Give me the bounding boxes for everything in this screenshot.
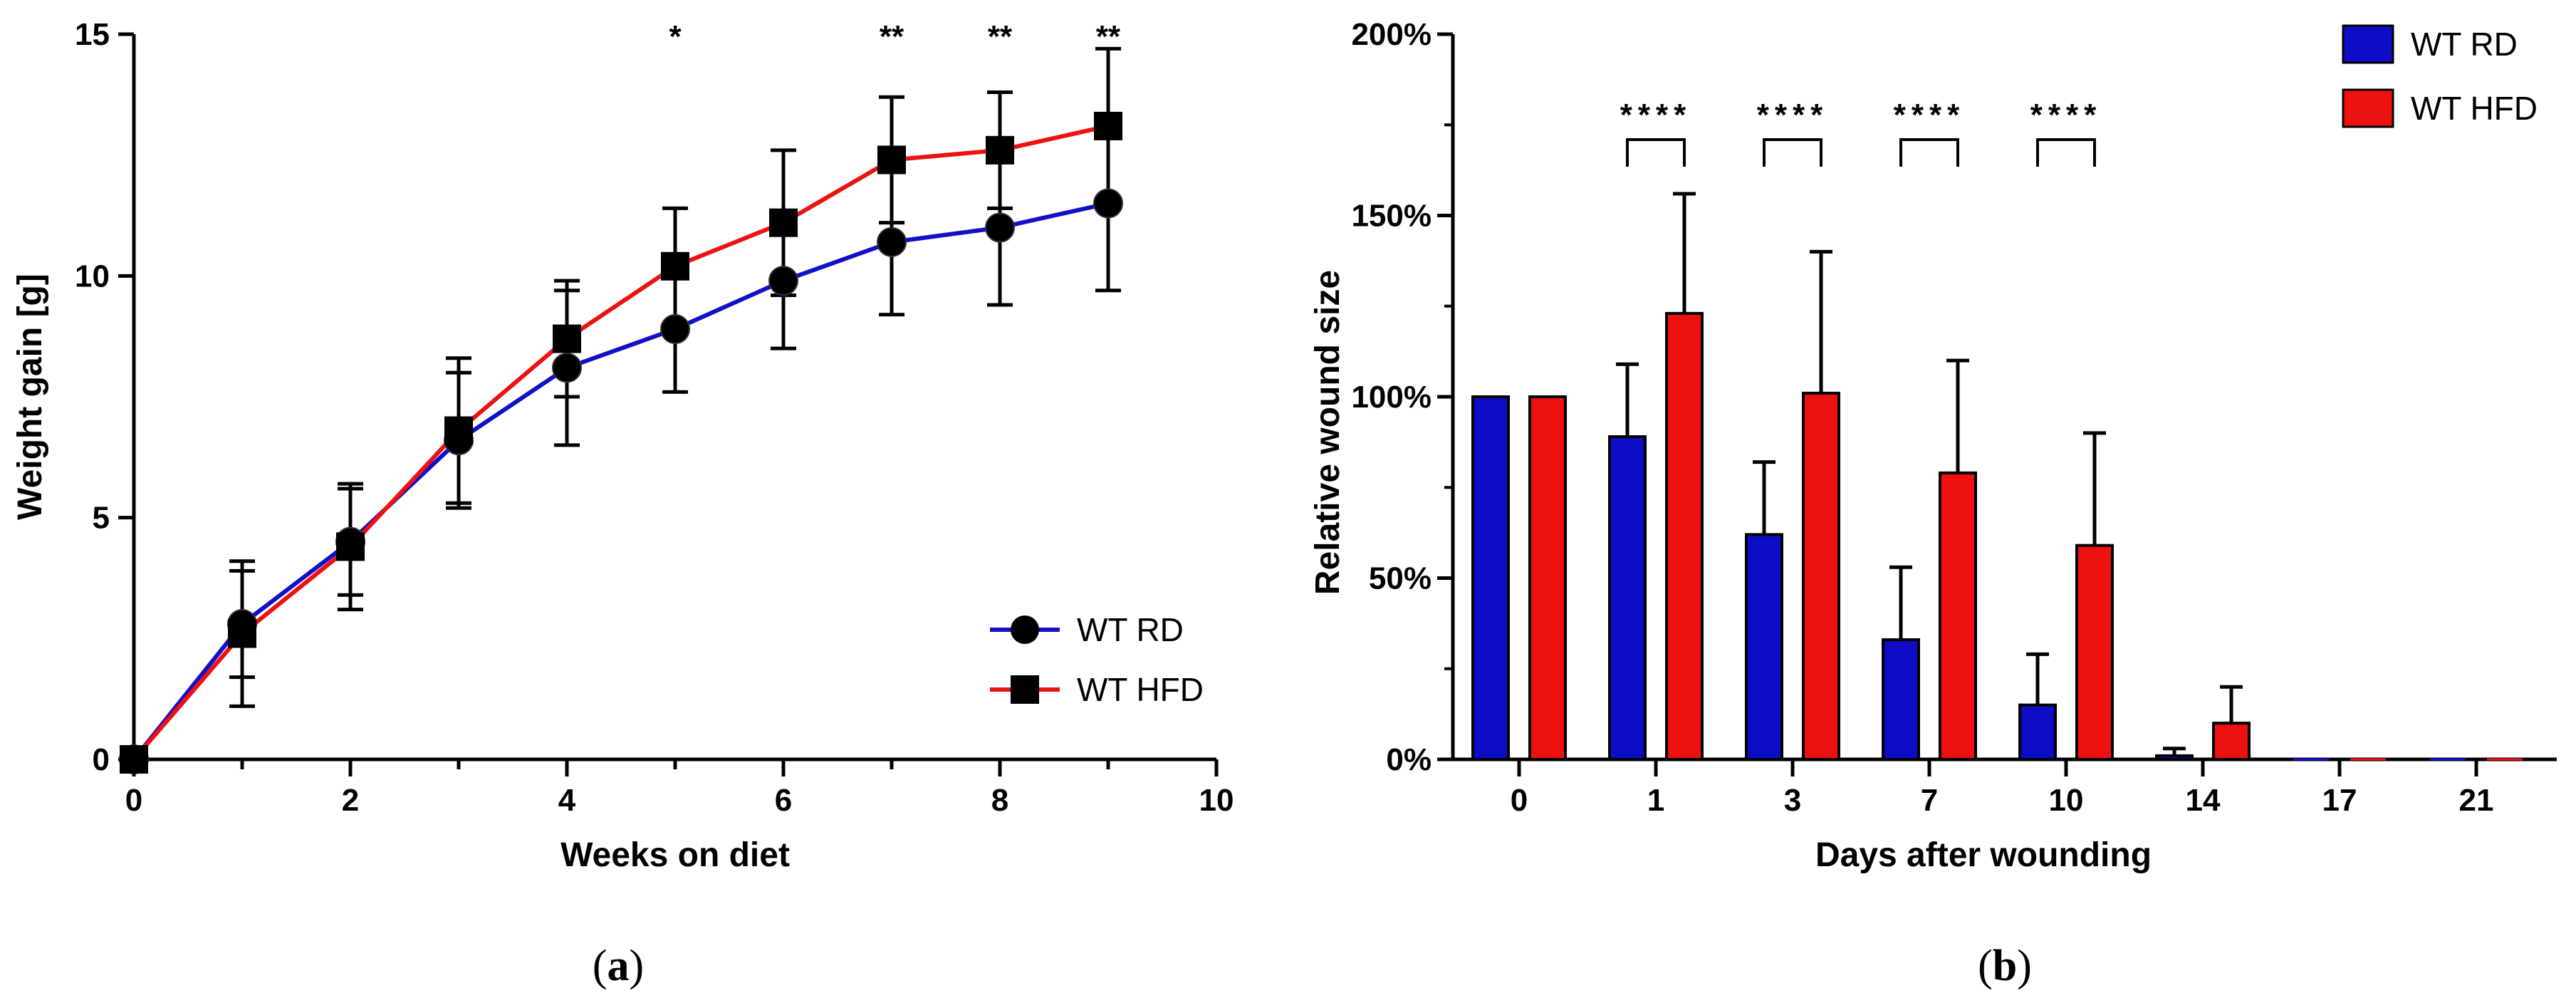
data-point (1094, 111, 1122, 140)
x-axis-label: Weeks on diet (560, 836, 790, 874)
x-tick-label: 10 (2049, 783, 2084, 818)
y-axis-label: Weight gain [g] (11, 274, 49, 520)
legend-label: WT HFD (2411, 90, 2538, 127)
panel-caption-b: (b) (1978, 942, 2032, 990)
significance-label: **** (1757, 98, 1829, 132)
data-point (985, 212, 1015, 243)
x-axis-label: Days after wounding (1815, 836, 2152, 874)
x-tick-label: 3 (1784, 783, 1801, 818)
x-tick-label: 14 (2186, 783, 2221, 818)
x-tick-label: 8 (991, 783, 1008, 818)
bar-wt-rd (1745, 533, 1783, 761)
panel-caption-a: (a) (593, 942, 644, 990)
data-point (120, 745, 148, 774)
bar-wt-rd (1882, 638, 1920, 762)
x-tick-label: 7 (1921, 783, 1938, 818)
x-tick-label: 4 (558, 783, 576, 818)
data-point (444, 416, 473, 445)
y-tick-label: 0% (1386, 742, 1432, 777)
bar-wt-rd (1608, 435, 1647, 761)
y-tick-label: 50% (1369, 561, 1432, 596)
x-tick-label: 10 (1199, 783, 1234, 818)
bar-wt-hfd (1665, 311, 1704, 761)
legend-label: WT HFD (1077, 671, 1204, 708)
legend-label: WT RD (2411, 26, 2518, 63)
significance-bracket (1763, 138, 1823, 167)
bar-wt-hfd (1939, 471, 1977, 761)
x-tick-label: 17 (2322, 783, 2357, 818)
x-tick-label: 2 (342, 783, 359, 818)
data-point (660, 313, 690, 344)
legend-marker (1011, 675, 1039, 704)
x-tick-label: 21 (2459, 783, 2494, 818)
series-line-wt-hfd (132, 124, 1109, 761)
data-point (228, 619, 256, 648)
significance-label: ** (1096, 19, 1121, 54)
x-tick-label: 0 (125, 783, 142, 818)
y-tick-label: 5 (93, 501, 110, 536)
legend-marker (1011, 615, 1039, 644)
data-point (1093, 188, 1123, 219)
bar-wt-rd (1471, 395, 1510, 761)
data-point (661, 251, 689, 281)
x-tick-label: 0 (1511, 783, 1528, 818)
y-tick-label: 150% (1351, 199, 1432, 234)
data-point (986, 135, 1014, 165)
y-tick-label: 15 (75, 17, 110, 52)
significance-label: **** (1620, 98, 1692, 132)
significance-bracket (2036, 138, 2096, 167)
significance-bracket (1626, 138, 1686, 167)
bar-wt-hfd (2075, 544, 2114, 761)
data-point (769, 208, 798, 237)
significance-bracket (1899, 138, 1959, 167)
series-line-wt-rd (132, 201, 1109, 761)
significance-label: **** (2030, 98, 2102, 132)
legend-swatch (2342, 24, 2394, 64)
data-point (877, 145, 906, 175)
y-tick-label: 100% (1351, 380, 1432, 415)
y-axis-label: Relative wound size (1309, 270, 1347, 595)
data-point (553, 324, 581, 353)
bar-wt-hfd (1528, 395, 1567, 761)
y-tick-label: 10 (75, 259, 110, 293)
legend-label: WT RD (1077, 611, 1184, 648)
significance-label: ** (880, 19, 904, 54)
significance-label: * (669, 19, 682, 54)
bar-wt-hfd (1802, 391, 1840, 761)
significance-label: ** (988, 19, 1013, 54)
data-point (877, 227, 907, 257)
significance-label: **** (1894, 98, 1966, 132)
x-tick-label: 6 (775, 783, 792, 818)
bar-wt-rd (2018, 703, 2057, 762)
legend-swatch (2342, 88, 2394, 128)
data-point (552, 353, 582, 383)
data-point (336, 532, 365, 561)
bar-wt-hfd (2212, 722, 2251, 761)
panel-a-chart: 0 5 10 15 0 2 4 6 8 10 Weeks on diet Weight gain [g… (11, 17, 1234, 990)
panel-b-chart: 0% 50% 100% 150% 200% 0 1 3 7 10 14 17 21 Days after … (1309, 17, 2557, 990)
data-point (768, 266, 798, 296)
y-tick-label: 0 (93, 742, 110, 777)
y-tick-label: 200% (1351, 17, 1432, 52)
bar-wt-rd (2155, 754, 2194, 762)
x-tick-label: 1 (1647, 783, 1664, 818)
